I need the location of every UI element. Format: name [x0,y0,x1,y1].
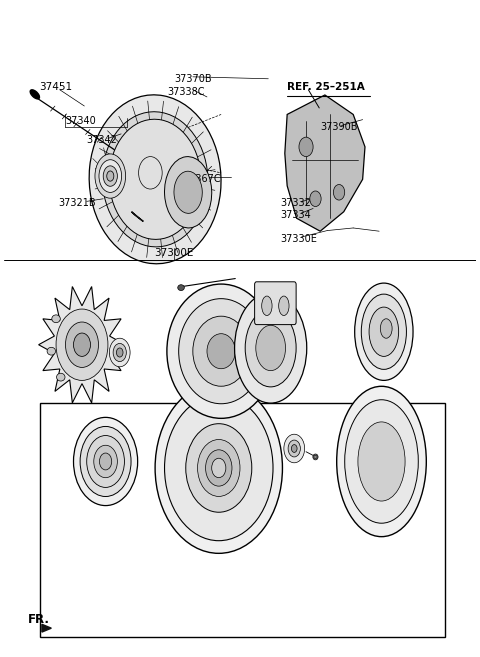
FancyBboxPatch shape [254,282,296,325]
Circle shape [212,458,226,478]
Circle shape [284,434,305,463]
Circle shape [113,344,126,361]
Ellipse shape [198,440,240,497]
Ellipse shape [178,284,184,290]
Ellipse shape [345,399,418,523]
Ellipse shape [262,296,272,315]
Ellipse shape [361,294,407,369]
Circle shape [288,440,300,457]
Circle shape [109,338,130,367]
Ellipse shape [380,319,392,338]
Ellipse shape [102,112,208,247]
Circle shape [80,426,131,497]
Ellipse shape [167,284,276,419]
Ellipse shape [336,386,426,537]
Circle shape [310,191,321,206]
Text: FR.: FR. [28,612,50,625]
Ellipse shape [313,454,318,460]
Ellipse shape [99,160,121,193]
Text: 37340: 37340 [65,116,96,126]
Ellipse shape [179,299,264,404]
Ellipse shape [165,156,212,228]
Polygon shape [42,624,51,632]
Ellipse shape [369,307,399,356]
Circle shape [205,450,232,486]
Circle shape [334,185,345,200]
Text: 37300E: 37300E [154,248,193,258]
Circle shape [299,137,313,156]
Ellipse shape [165,396,273,541]
Polygon shape [132,212,144,221]
Ellipse shape [107,171,114,181]
Text: 37338C: 37338C [167,87,204,97]
Ellipse shape [186,424,252,512]
Ellipse shape [155,382,282,553]
Ellipse shape [30,90,39,99]
Ellipse shape [174,171,202,214]
Ellipse shape [235,293,307,403]
Ellipse shape [355,283,413,380]
Ellipse shape [358,422,405,501]
Ellipse shape [103,166,118,187]
Circle shape [117,348,123,357]
Text: 37334: 37334 [280,210,311,220]
Ellipse shape [57,373,65,381]
Circle shape [73,333,91,356]
Circle shape [56,309,108,380]
Ellipse shape [256,325,286,371]
Polygon shape [285,95,365,231]
Text: 37367C: 37367C [183,174,221,185]
Ellipse shape [47,348,56,355]
Ellipse shape [279,296,289,315]
Circle shape [73,417,138,506]
Text: 37332: 37332 [280,198,311,208]
Ellipse shape [119,133,192,226]
Text: 37342: 37342 [87,135,118,145]
Text: 37370B: 37370B [174,74,212,83]
Circle shape [87,436,124,487]
Ellipse shape [89,95,221,263]
Text: REF. 25–251A: REF. 25–251A [287,82,365,92]
Circle shape [94,445,118,478]
Ellipse shape [95,154,126,198]
Text: 37390B: 37390B [320,122,358,133]
Circle shape [65,322,98,367]
Text: 37321B: 37321B [59,198,96,208]
Text: 37451: 37451 [39,82,72,92]
Circle shape [99,453,112,470]
Polygon shape [38,286,125,403]
Ellipse shape [207,334,235,369]
Ellipse shape [245,309,296,387]
Ellipse shape [193,316,250,386]
Ellipse shape [52,315,60,323]
Bar [39,403,445,637]
Text: 37330E: 37330E [280,234,317,244]
Circle shape [291,445,297,453]
Ellipse shape [109,119,201,239]
